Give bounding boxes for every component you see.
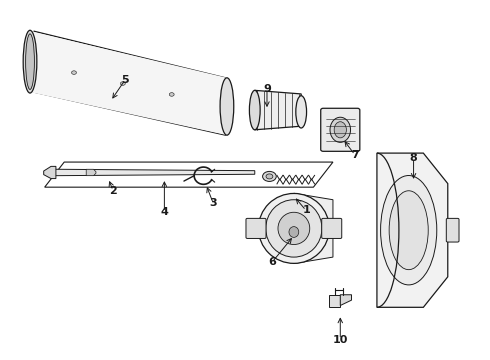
Ellipse shape bbox=[389, 191, 428, 270]
Ellipse shape bbox=[296, 96, 307, 128]
Polygon shape bbox=[294, 193, 333, 264]
Ellipse shape bbox=[381, 176, 437, 285]
Polygon shape bbox=[30, 31, 227, 135]
Polygon shape bbox=[44, 166, 56, 179]
Polygon shape bbox=[45, 162, 333, 187]
Circle shape bbox=[263, 171, 276, 181]
Circle shape bbox=[169, 93, 174, 96]
Text: 1: 1 bbox=[302, 206, 310, 216]
Polygon shape bbox=[52, 169, 255, 176]
Ellipse shape bbox=[266, 200, 322, 257]
Ellipse shape bbox=[330, 117, 350, 142]
Text: 9: 9 bbox=[263, 84, 271, 94]
Ellipse shape bbox=[258, 193, 329, 264]
FancyBboxPatch shape bbox=[322, 219, 342, 238]
Circle shape bbox=[72, 71, 76, 75]
FancyBboxPatch shape bbox=[246, 219, 266, 238]
Text: 4: 4 bbox=[160, 207, 169, 217]
FancyBboxPatch shape bbox=[446, 219, 459, 242]
Text: 10: 10 bbox=[333, 334, 348, 345]
Ellipse shape bbox=[289, 226, 299, 237]
Text: 8: 8 bbox=[410, 153, 417, 163]
Polygon shape bbox=[340, 295, 351, 306]
Ellipse shape bbox=[25, 34, 34, 89]
Circle shape bbox=[266, 174, 273, 179]
Text: 6: 6 bbox=[268, 257, 276, 267]
Text: 2: 2 bbox=[109, 186, 117, 196]
Text: 3: 3 bbox=[209, 198, 217, 208]
Ellipse shape bbox=[249, 90, 260, 130]
Ellipse shape bbox=[278, 212, 310, 244]
FancyBboxPatch shape bbox=[321, 108, 360, 151]
Polygon shape bbox=[377, 153, 448, 307]
Polygon shape bbox=[255, 90, 301, 130]
Ellipse shape bbox=[23, 30, 37, 93]
Text: 5: 5 bbox=[122, 75, 129, 85]
Ellipse shape bbox=[334, 122, 346, 138]
Text: 7: 7 bbox=[351, 150, 359, 160]
Polygon shape bbox=[86, 169, 96, 176]
Ellipse shape bbox=[220, 78, 234, 135]
Circle shape bbox=[121, 82, 125, 85]
Polygon shape bbox=[329, 295, 340, 307]
